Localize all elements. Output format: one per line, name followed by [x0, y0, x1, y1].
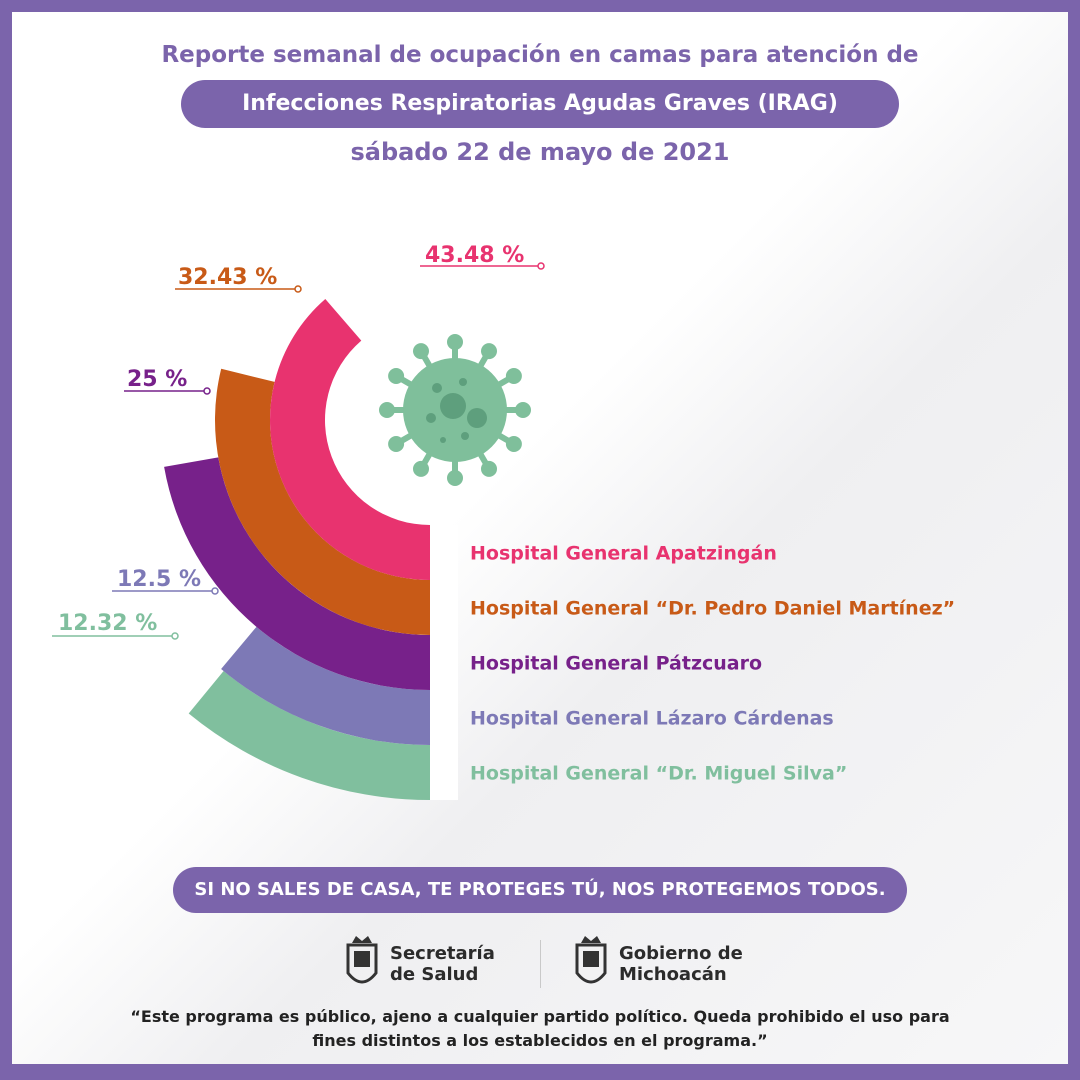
label-dot: [537, 262, 545, 270]
virus-spike-tip: [515, 402, 531, 418]
percent-label: 12.5 %: [117, 567, 201, 592]
virus-spike-tip: [481, 343, 497, 360]
coat-of-arms-icon: [346, 936, 378, 984]
legal-disclaimer: “Este programa es público, ajeno a cualq…: [130, 1007, 950, 1050]
legend-entry: Hospital General “Dr. Miguel Silva”: [470, 763, 847, 785]
virus-spot: [426, 413, 436, 423]
legend-entry: Hospital General Apatzingán: [470, 543, 777, 565]
virus-spike-tip: [379, 402, 395, 418]
virus-spike-tip: [505, 368, 522, 384]
legend-strip: [430, 525, 458, 800]
virus-spot: [440, 437, 446, 443]
virus-spot: [440, 393, 466, 419]
percent-label: 12.32 %: [58, 611, 157, 636]
gobierno-michoacan-logo: Gobierno de Michoacán: [571, 933, 751, 997]
virus-spike-tip: [388, 368, 405, 384]
secretaria-salud-text: Secretaría de Salud: [390, 943, 495, 985]
virus-spike-tip: [505, 436, 522, 452]
label-dot: [203, 387, 211, 395]
virus-spot: [461, 432, 469, 440]
chart-rings: [164, 298, 458, 800]
virus-spot: [467, 408, 487, 428]
gobierno-michoacan-text: Gobierno de Michoacán: [619, 943, 743, 985]
virus-spike-tip: [413, 343, 429, 360]
ring-segment: [214, 368, 438, 635]
virus-spot: [432, 383, 442, 393]
virus-spike-tip: [447, 470, 463, 486]
coat-of-arms-icon: [575, 936, 607, 984]
percent-label: 25 %: [127, 367, 187, 392]
percent-label: 43.48 %: [425, 243, 524, 268]
virus-spike-tip: [447, 334, 463, 350]
label-dot: [171, 632, 179, 640]
ring-segment: [188, 671, 438, 800]
ring-segment: [270, 298, 438, 580]
virus-spot: [459, 378, 467, 386]
virus-icon: [379, 334, 531, 486]
virus-spike-tip: [413, 460, 429, 477]
ring-segment: [164, 457, 438, 690]
logo-divider: [540, 940, 541, 988]
secretaria-salud-logo: Secretaría de Salud: [342, 933, 522, 997]
label-dot: [294, 285, 302, 293]
percent-label: 32.43 %: [178, 265, 277, 290]
legend-entry: Hospital General “Dr. Pedro Daniel Martí…: [470, 598, 955, 620]
title-pill: Infecciones Respiratorias Agudas Graves …: [181, 80, 899, 128]
legend-entry: Hospital General Lázaro Cárdenas: [470, 708, 834, 730]
virus-spike-tip: [388, 436, 405, 452]
report-title: Reporte semanal de ocupación en camas pa…: [161, 42, 919, 68]
legend-entry: Hospital General Pátzcuaro: [470, 653, 762, 675]
slogan-banner: SI NO SALES DE CASA, TE PROTEGES TÚ, NOS…: [173, 867, 907, 913]
ring-segment: [221, 626, 438, 745]
report-date: sábado 22 de mayo de 2021: [350, 138, 730, 166]
chart-legend: Hospital General Apatzingán Hospital Gene…: [470, 543, 955, 785]
virus-spike-tip: [481, 460, 497, 477]
label-dot: [211, 587, 219, 595]
percent-labels: 43.48 % 32.43 % 25 % 12.5 % 12.32 %: [52, 243, 545, 640]
